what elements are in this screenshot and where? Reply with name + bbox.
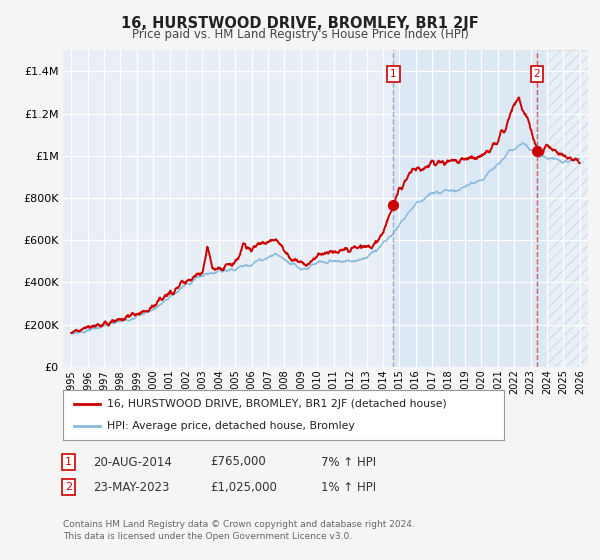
Text: 16, HURSTWOOD DRIVE, BROMLEY, BR1 2JF: 16, HURSTWOOD DRIVE, BROMLEY, BR1 2JF bbox=[121, 16, 479, 31]
Text: Price paid vs. HM Land Registry's House Price Index (HPI): Price paid vs. HM Land Registry's House … bbox=[131, 28, 469, 41]
Text: 7% ↑ HPI: 7% ↑ HPI bbox=[321, 455, 376, 469]
Text: 20-AUG-2014: 20-AUG-2014 bbox=[93, 455, 172, 469]
Bar bbox=[547, 50, 588, 367]
Text: 2: 2 bbox=[533, 69, 540, 78]
Text: £765,000: £765,000 bbox=[210, 455, 266, 469]
Bar bbox=[394, 50, 588, 367]
Text: HPI: Average price, detached house, Bromley: HPI: Average price, detached house, Brom… bbox=[107, 421, 355, 431]
Text: 2: 2 bbox=[65, 482, 72, 492]
Text: £1,025,000: £1,025,000 bbox=[210, 480, 277, 494]
Text: 1: 1 bbox=[65, 457, 72, 467]
Text: 1% ↑ HPI: 1% ↑ HPI bbox=[321, 480, 376, 494]
Text: 23-MAY-2023: 23-MAY-2023 bbox=[93, 480, 169, 494]
Text: 16, HURSTWOOD DRIVE, BROMLEY, BR1 2JF (detached house): 16, HURSTWOOD DRIVE, BROMLEY, BR1 2JF (d… bbox=[107, 399, 447, 409]
Text: 1: 1 bbox=[390, 69, 397, 78]
Text: Contains HM Land Registry data © Crown copyright and database right 2024.
This d: Contains HM Land Registry data © Crown c… bbox=[63, 520, 415, 541]
